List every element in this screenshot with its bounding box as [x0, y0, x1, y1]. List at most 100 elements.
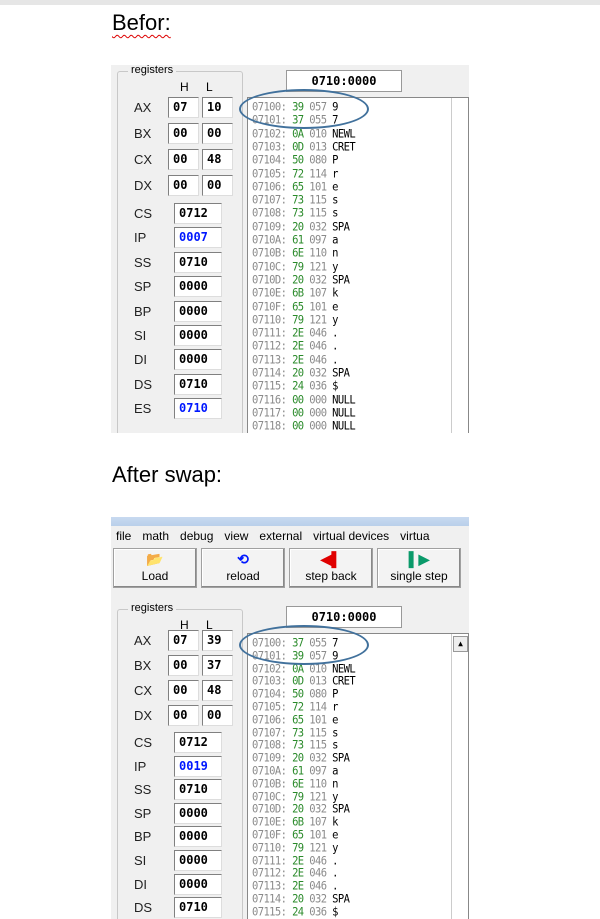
- register-ax-low[interactable]: 39: [202, 630, 233, 651]
- address-input[interactable]: 0710:0000: [286, 70, 402, 92]
- register-bx-high[interactable]: 00: [168, 655, 199, 676]
- register-dx-high[interactable]: 00: [168, 705, 199, 726]
- memory-row[interactable]: 0710D: 20 032 SPA: [252, 273, 350, 286]
- memory-row[interactable]: 07113: 2E 046 .: [252, 353, 338, 366]
- memory-row[interactable]: 07107: 73 115 s: [252, 193, 338, 206]
- register-dx-low[interactable]: 00: [202, 705, 233, 726]
- memory-row[interactable]: 07106: 65 101 e: [252, 713, 338, 726]
- memory-row[interactable]: 07111: 2E 046 .: [252, 854, 338, 867]
- register-ip-value[interactable]: 0019: [174, 755, 222, 777]
- menu-item-math[interactable]: math: [142, 529, 170, 543]
- register-di-value[interactable]: 0000: [174, 873, 222, 895]
- memory-row[interactable]: 07111: 2E 046 .: [252, 326, 338, 339]
- register-label-cx: CX: [134, 152, 153, 167]
- memory-hex: 50: [292, 687, 304, 701]
- memory-address: 0710F:: [252, 299, 287, 314]
- register-ss-value[interactable]: 0710: [174, 251, 222, 273]
- register-ds-value[interactable]: 0710: [174, 897, 222, 919]
- single-step-button[interactable]: ▌▶ single step: [377, 548, 461, 588]
- memory-row[interactable]: 07110: 79 121 y: [252, 841, 338, 854]
- memory-row[interactable]: 07113: 2E 046 .: [252, 879, 338, 892]
- memory-row[interactable]: 07103: 0D 013 CRET: [252, 140, 356, 153]
- menu-item-view[interactable]: view: [224, 529, 249, 543]
- register-dx-high[interactable]: 00: [168, 175, 199, 196]
- memory-row[interactable]: 0710E: 6B 107 k: [252, 815, 338, 828]
- memory-row[interactable]: 0710A: 61 097 a: [252, 233, 338, 246]
- register-cs-value[interactable]: 0712: [174, 203, 222, 224]
- register-sp-value[interactable]: 0000: [174, 802, 222, 824]
- register-dx-low[interactable]: 00: [202, 175, 233, 196]
- memory-row[interactable]: 07108: 73 115 s: [252, 739, 338, 752]
- memory-row[interactable]: 07117: 00 000 NULL: [252, 406, 356, 419]
- memory-row[interactable]: 0710C: 79 121 y: [252, 790, 338, 803]
- menu-item-external[interactable]: external: [259, 529, 303, 543]
- memory-row[interactable]: 07107: 73 115 s: [252, 726, 338, 739]
- register-si-value[interactable]: 0000: [174, 325, 222, 346]
- memory-row[interactable]: 07115: 24 036 $: [252, 380, 338, 393]
- menu-item-virtua[interactable]: virtua: [400, 529, 430, 543]
- register-bx-low[interactable]: 00: [202, 123, 233, 144]
- memory-row[interactable]: 0710E: 6B 107 k: [252, 286, 338, 299]
- Load-button[interactable]: 📂 Load: [113, 548, 197, 588]
- memory-row[interactable]: 07102: 0A 010 NEWL: [252, 127, 356, 140]
- memory-row[interactable]: 07103: 0D 013 CRET: [252, 675, 356, 688]
- register-cx-high[interactable]: 00: [168, 149, 199, 170]
- register-ss-value[interactable]: 0710: [174, 779, 222, 801]
- register-cx-low[interactable]: 48: [202, 680, 233, 701]
- register-ds-value[interactable]: 0710: [174, 373, 222, 395]
- register-cs-value[interactable]: 0712: [174, 732, 222, 753]
- register-cx-low[interactable]: 48: [202, 149, 233, 170]
- register-es-value[interactable]: 0710: [174, 398, 222, 420]
- memory-row[interactable]: 07108: 73 115 s: [252, 207, 338, 220]
- menu-item-file[interactable]: file: [116, 529, 132, 543]
- register-cx-high[interactable]: 00: [168, 680, 199, 701]
- register-sp-value[interactable]: 0000: [174, 276, 222, 298]
- memory-row[interactable]: 0710A: 61 097 a: [252, 764, 338, 777]
- memory-scrollbar[interactable]: ▲: [451, 634, 468, 919]
- memory-row[interactable]: 07116: 00 000 NULL: [252, 918, 356, 919]
- memory-row[interactable]: 07112: 2E 046 .: [252, 340, 338, 353]
- register-ax-low[interactable]: 10: [202, 97, 233, 118]
- register-bx-low[interactable]: 37: [202, 655, 233, 676]
- memory-row[interactable]: 0710C: 79 121 y: [252, 260, 338, 273]
- address-input[interactable]: 0710:0000: [286, 606, 402, 628]
- memory-row[interactable]: 07116: 00 000 NULL: [252, 393, 356, 406]
- reload-button[interactable]: ⟲ reload: [201, 548, 285, 588]
- register-ip-value[interactable]: 0007: [174, 227, 222, 249]
- memory-row[interactable]: 0710F: 65 101 e: [252, 828, 338, 841]
- menu-item-debug[interactable]: debug: [180, 529, 214, 543]
- register-si-value[interactable]: 0000: [174, 850, 222, 871]
- memory-row[interactable]: 07112: 2E 046 .: [252, 867, 338, 880]
- memory-scrollbar[interactable]: [451, 98, 468, 433]
- scroll-up-arrow-icon[interactable]: ▲: [453, 636, 468, 652]
- memory-row[interactable]: 0710F: 65 101 e: [252, 300, 338, 313]
- register-bx-high[interactable]: 00: [168, 123, 199, 144]
- memory-row[interactable]: 0710B: 6E 110 n: [252, 777, 338, 790]
- memory-row[interactable]: 0710D: 20 032 SPA: [252, 803, 350, 816]
- memory-row[interactable]: 07114: 20 032 SPA: [252, 366, 350, 379]
- memory-row[interactable]: 07110: 79 121 y: [252, 313, 338, 326]
- menu-item-virtual-devices[interactable]: virtual devices: [313, 529, 390, 543]
- memory-list[interactable]: 07100: 37 055 7 07101: 39 057 9 07102: 0A …: [247, 633, 469, 919]
- step-back-button[interactable]: ◀▌ step back: [289, 548, 373, 588]
- register-ax-high[interactable]: 07: [168, 630, 199, 651]
- register-bp-value[interactable]: 0000: [174, 300, 222, 322]
- memory-row[interactable]: 07106: 65 101 e: [252, 180, 338, 193]
- memory-row[interactable]: 07109: 20 032 SPA: [252, 220, 350, 233]
- memory-row[interactable]: 07105: 72 114 r: [252, 700, 338, 713]
- highlight-oval: [239, 89, 369, 129]
- memory-row[interactable]: 07118: 00 000 NULL: [252, 419, 356, 432]
- memory-row[interactable]: 07115: 24 036 $: [252, 905, 338, 918]
- memory-row[interactable]: 07104: 50 080 P: [252, 687, 338, 700]
- memory-list[interactable]: 07100: 39 057 9 07101: 37 055 7 07102: 0A …: [247, 97, 469, 433]
- memory-row[interactable]: 07114: 20 032 SPA: [252, 892, 350, 905]
- register-bp-value[interactable]: 0000: [174, 826, 222, 848]
- memory-row[interactable]: 07104: 50 080 P: [252, 153, 338, 166]
- memory-decimal: 036: [309, 905, 327, 919]
- register-di-value[interactable]: 0000: [174, 349, 222, 371]
- memory-row[interactable]: 07102: 0A 010 NEWL: [252, 662, 356, 675]
- memory-row[interactable]: 0710B: 6E 110 n: [252, 247, 338, 260]
- memory-row[interactable]: 07105: 72 114 r: [252, 167, 338, 180]
- register-ax-high[interactable]: 07: [168, 97, 199, 118]
- memory-row[interactable]: 07109: 20 032 SPA: [252, 751, 350, 764]
